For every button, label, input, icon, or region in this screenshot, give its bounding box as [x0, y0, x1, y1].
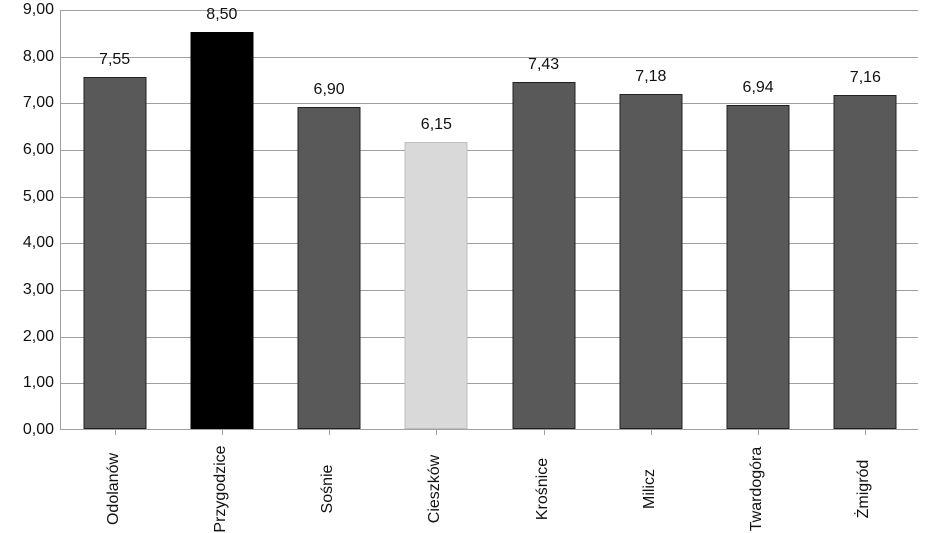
bar-slot: 7,18: [597, 9, 704, 429]
y-tick-label: 1,00: [4, 374, 54, 392]
x-category-label: Milicz: [641, 469, 659, 509]
bar: [834, 95, 897, 429]
value-label: 6,94: [743, 79, 774, 97]
plot-area: 7,55 8,50 6,90 6,15 7,43 7,18 6,94 7,16: [60, 10, 918, 430]
y-tick-label: 9,00: [4, 1, 54, 19]
value-label: 7,55: [99, 51, 130, 69]
x-category-label: Sośnie: [319, 465, 337, 514]
y-tick-label: 3,00: [4, 281, 54, 299]
bar: [298, 107, 361, 429]
bar: [512, 82, 575, 429]
x-axis-labels: OdolanówPrzygodziceSośnieCieszkówKrośnic…: [60, 430, 918, 520]
y-tick-label: 8,00: [4, 48, 54, 66]
bar-slot: 7,43: [490, 9, 597, 429]
x-category-label: Żmigród: [855, 460, 873, 519]
bar: [405, 142, 468, 429]
y-tick-label: 7,00: [4, 94, 54, 112]
x-category-label: Odolanów: [105, 453, 123, 525]
bar: [619, 94, 682, 429]
y-tick-label: 4,00: [4, 234, 54, 252]
y-tick-label: 5,00: [4, 188, 54, 206]
bar-slot: 7,55: [61, 9, 168, 429]
value-label: 6,15: [421, 116, 452, 134]
bar-slot: 6,90: [276, 9, 383, 429]
y-tick-label: 0,00: [4, 421, 54, 439]
y-tick-label: 2,00: [4, 328, 54, 346]
bar: [83, 77, 146, 429]
bar: [727, 105, 790, 429]
value-label: 6,90: [314, 81, 345, 99]
x-category-label: Krośnice: [534, 458, 552, 520]
x-category-label: Cieszków: [426, 455, 444, 523]
value-label: 7,16: [850, 69, 881, 87]
value-label: 7,18: [635, 68, 666, 86]
bar-chart: 7,55 8,50 6,90 6,15 7,43 7,18 6,94 7,16 0,00 1,0…: [0, 0, 928, 531]
x-category-label: Przygodzice: [212, 445, 230, 532]
bar-slot: 8,50: [168, 9, 275, 429]
y-tick-label: 6,00: [4, 141, 54, 159]
bar: [190, 32, 253, 429]
bar-slot: 7,16: [812, 9, 919, 429]
value-label: 7,43: [528, 56, 559, 74]
x-category-label: Twardogóra: [748, 447, 766, 532]
value-label: 8,50: [206, 6, 237, 24]
bar-slot: 6,15: [383, 9, 490, 429]
bar-slot: 6,94: [705, 9, 812, 429]
